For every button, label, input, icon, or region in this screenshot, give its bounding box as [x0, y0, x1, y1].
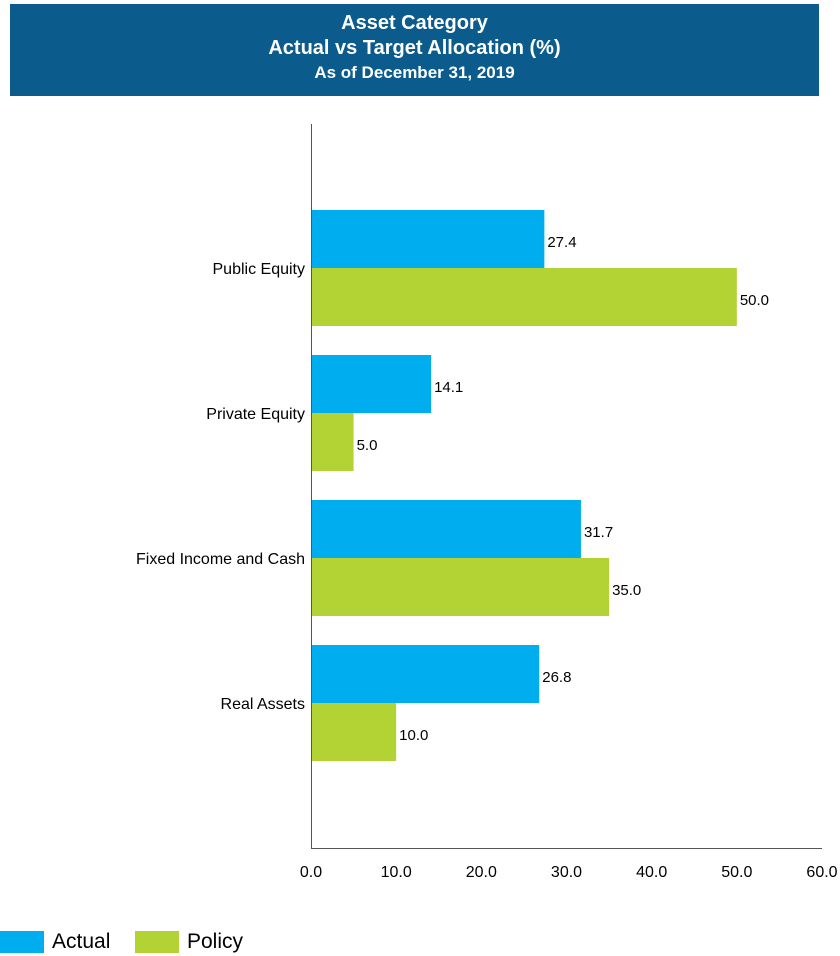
legend-swatch-policy: [135, 931, 179, 953]
x-tick-label-5: 50.0: [721, 864, 752, 881]
bar-policy-0: [311, 268, 737, 326]
legend-swatch-actual: [0, 931, 44, 953]
category-label-0: Public Equity: [213, 261, 306, 278]
category-label-3: Real Assets: [221, 696, 305, 713]
data-label-policy-1: 5.0: [357, 437, 378, 454]
x-tick-label-2: 20.0: [466, 864, 497, 881]
bar-actual-2: [311, 500, 581, 558]
x-tick-label-4: 40.0: [636, 864, 667, 881]
data-label-actual-1: 14.1: [434, 379, 463, 396]
bar-policy-3: [311, 703, 397, 761]
x-tick-label-3: 30.0: [551, 864, 582, 881]
bar-actual-0: [311, 210, 545, 268]
chart-subtitle: Actual vs Target Allocation (%): [268, 37, 561, 59]
bar-actual-3: [311, 645, 540, 703]
x-tick-label-6: 60.0: [806, 864, 837, 881]
data-label-policy-3: 10.0: [399, 727, 428, 744]
chart-title-banner: Asset Category Actual vs Target Allocati…: [10, 4, 819, 96]
x-tick-label-1: 10.0: [381, 864, 412, 881]
data-label-actual-2: 31.7: [584, 524, 613, 541]
data-label-policy-2: 35.0: [612, 582, 641, 599]
chart-date: As of December 31, 2019: [314, 63, 515, 82]
x-tick-label-0: 0.0: [300, 864, 322, 881]
data-label-actual-0: 27.4: [547, 234, 576, 251]
bar-actual-1: [311, 355, 432, 413]
category-label-1: Private Equity: [206, 406, 305, 423]
category-label-2: Fixed Income and Cash: [136, 551, 305, 568]
legend-label-actual: Actual: [52, 930, 111, 953]
bar-policy-2: [311, 558, 610, 616]
data-label-actual-3: 26.8: [542, 669, 571, 686]
chart-title: Asset Category: [341, 12, 488, 34]
legend-label-policy: Policy: [187, 930, 244, 953]
bar-policy-1: [311, 413, 354, 471]
data-label-policy-0: 50.0: [740, 292, 769, 309]
